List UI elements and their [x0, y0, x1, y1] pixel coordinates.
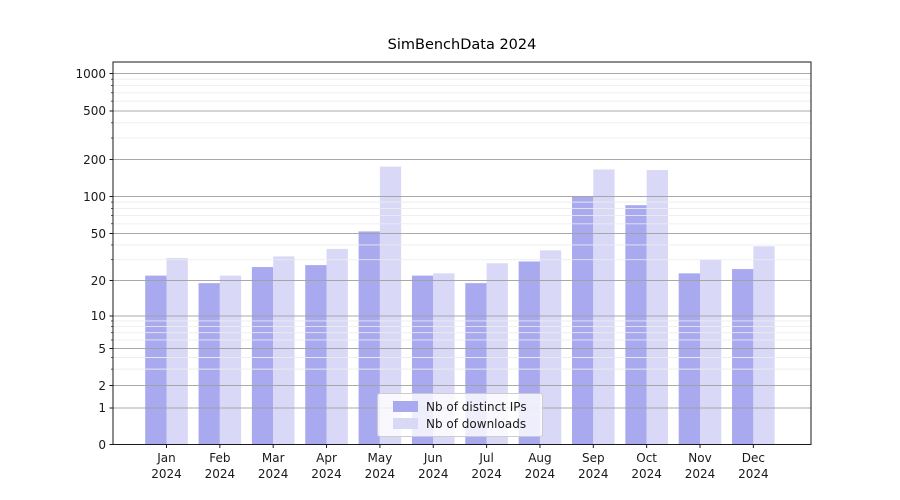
bar-ips-may [358, 231, 380, 445]
y-tick-label: 500 [83, 104, 106, 118]
bar-downloads-jan [166, 258, 188, 445]
legend-swatch-downloads [393, 418, 418, 429]
legend-swatch-distinct-ips [393, 401, 418, 412]
legend-label-distinct-ips: Nb of distinct IPs [426, 399, 527, 414]
bar-downloads-apr [326, 248, 348, 445]
legend-label-downloads: Nb of downloads [426, 416, 527, 431]
y-tick-label: 200 [83, 152, 106, 167]
y-tick-label: 100 [83, 189, 106, 204]
x-tick-label: Feb 2024 [204, 451, 236, 481]
x-tick-label: Sep 2024 [578, 451, 609, 481]
legend-item-distinct-ips: Nb of distinct IPs [386, 400, 534, 414]
x-tick-label: Oct 2024 [631, 451, 662, 481]
bar-ips-feb [198, 283, 220, 445]
bar-ips-nov [678, 273, 700, 445]
x-tick-label: Nov 2024 [684, 451, 716, 481]
bar-downloads-mar [273, 256, 295, 445]
chart-title: SimBenchData 2024 [387, 37, 537, 53]
x-tick-label: May 2024 [364, 451, 396, 481]
bar-ips-apr [305, 265, 327, 445]
bar-downloads-nov [700, 259, 722, 445]
x-tick-label: Jul 2024 [471, 451, 502, 481]
y-tick-label: 20 [90, 273, 106, 288]
bar-downloads-dec [753, 246, 775, 445]
bar-downloads-feb [219, 275, 242, 445]
y-tick-label: 2 [98, 378, 106, 393]
plot-border [112, 61, 812, 445]
x-tick-label: Jun 2024 [417, 451, 449, 481]
y-tick-label: 1000 [75, 66, 106, 81]
y-tick-label: 0 [98, 437, 106, 452]
x-tick-label: Jan 2024 [151, 451, 182, 481]
bar-downloads-may [379, 166, 402, 445]
bar-downloads-aug [539, 250, 562, 445]
y-tick-label: 1 [98, 401, 106, 415]
y-tick-label: 50 [90, 226, 106, 241]
x-tick-label: Mar 2024 [257, 451, 289, 481]
y-tick-label: 5 [98, 341, 106, 356]
bar-downloads-oct [646, 170, 668, 445]
legend: Nb of distinct IPs Nb of downloads [377, 393, 543, 437]
bar-ips-dec [732, 269, 754, 445]
bar-ips-jan [145, 275, 167, 445]
x-tick-label: Dec 2024 [738, 451, 769, 481]
bar-downloads-sep [593, 169, 615, 445]
x-tick-label: Aug 2024 [524, 451, 556, 481]
x-tick-label: Apr 2024 [311, 451, 342, 481]
bar-ips-oct [625, 205, 647, 445]
y-tick-label: 10 [90, 309, 106, 323]
legend-item-downloads: Nb of downloads [386, 417, 534, 431]
bar-ips-mar [251, 267, 274, 445]
